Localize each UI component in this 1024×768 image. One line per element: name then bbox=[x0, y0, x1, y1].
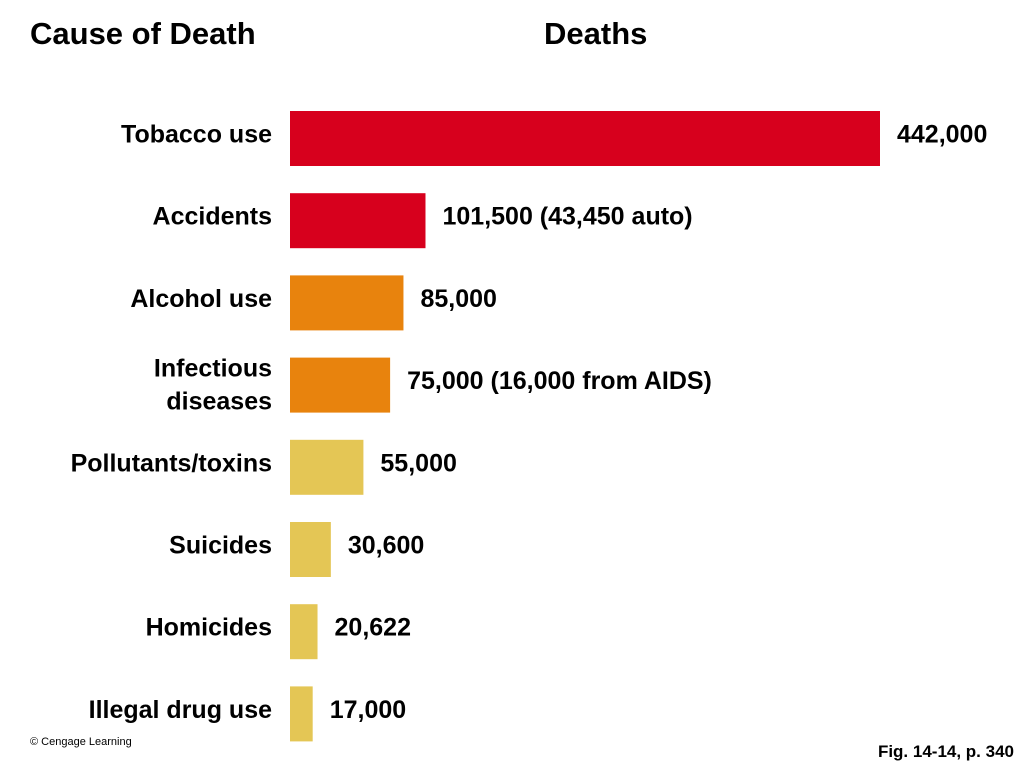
category-label-4: Pollutants/toxins bbox=[71, 449, 272, 477]
bar-6 bbox=[290, 604, 318, 660]
bar-5 bbox=[290, 522, 331, 577]
value-label-3: 75,000 (16,000 from AIDS) bbox=[407, 367, 712, 395]
category-label-0: Tobacco use bbox=[121, 121, 272, 149]
category-label-5: Suicides bbox=[169, 532, 272, 560]
figure-reference: Fig. 14-14, p. 340 bbox=[877, 742, 1014, 761]
value-label-6: 20,622 bbox=[335, 614, 411, 642]
bar-0 bbox=[290, 111, 880, 166]
value-label-7: 17,000 bbox=[330, 696, 406, 724]
bar-7 bbox=[290, 686, 313, 742]
cause-of-death-header: Cause of Death bbox=[30, 16, 256, 51]
value-label-1: 101,500 (43,450 auto) bbox=[442, 203, 692, 231]
bar-1 bbox=[290, 193, 426, 249]
bar-2 bbox=[290, 275, 404, 331]
category-label-2: Alcohol use bbox=[130, 285, 272, 313]
category-label-3: Infectious diseases bbox=[154, 355, 272, 416]
value-label-0: 442,000 bbox=[897, 121, 987, 149]
value-label-2: 85,000 bbox=[420, 285, 496, 313]
bar-3 bbox=[290, 357, 391, 413]
category-label-1: Accidents bbox=[153, 203, 272, 231]
value-label-4: 55,000 bbox=[380, 449, 456, 477]
deaths-header: Deaths bbox=[544, 16, 648, 51]
category-label-6: Homicides bbox=[146, 614, 272, 642]
value-label-5: 30,600 bbox=[348, 532, 424, 560]
copyright-credit: © Cengage Learning bbox=[30, 736, 132, 748]
category-label-7: Illegal drug use bbox=[89, 696, 272, 724]
bar-4 bbox=[290, 439, 364, 495]
